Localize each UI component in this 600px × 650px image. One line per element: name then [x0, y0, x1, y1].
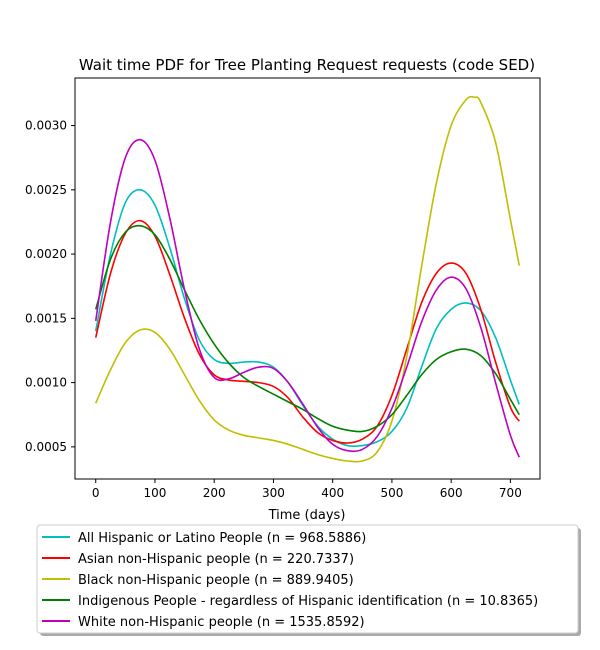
x-tick-label: 400: [321, 486, 344, 500]
y-tick-label: 0.0025: [25, 183, 67, 197]
x-axis-label: Time (days): [268, 508, 346, 523]
y-tick-label: 0.0010: [25, 376, 67, 390]
plot-frame: [74, 77, 541, 480]
x-tick-label: 600: [440, 486, 463, 500]
legend-label-4: White non-Hispanic people (n = 1535.8592…: [78, 615, 365, 630]
legend: All Hispanic or Latino People (n = 968.5…: [42, 531, 538, 630]
series-line-4: [94, 138, 521, 458]
x-tick-label: 500: [380, 486, 403, 500]
y-tick-label: 0.0005: [25, 440, 67, 454]
x-tick-label: 0: [92, 486, 100, 500]
y-tick-label: 0.0020: [25, 247, 67, 261]
legend-label-1: Asian non-Hispanic people (n = 220.7337): [78, 552, 354, 567]
x-tick-label: 700: [499, 486, 522, 500]
legend-box: [36, 524, 579, 634]
series-line-2: [94, 95, 521, 463]
x-tick-label: 200: [203, 486, 226, 500]
legend-label-0: All Hispanic or Latino People (n = 968.5…: [78, 531, 366, 546]
y-axis-ticks: 0.0005 0.0010 0.0015 0.0020 0.0025 0.0030: [25, 119, 75, 454]
legend-label-2: Black non-Hispanic people (n = 889.9405): [78, 573, 354, 588]
x-axis-ticks: 0 100 200 300 400 500 600 700: [92, 479, 522, 500]
x-tick-label: 100: [144, 486, 167, 500]
series-line-0: [94, 189, 521, 448]
x-tick-label: 300: [262, 486, 285, 500]
series-line-3: [94, 224, 520, 433]
legend-label-3: Indigenous People - regardless of Hispan…: [78, 594, 538, 609]
series-line-1: [94, 219, 520, 444]
chart-title: Wait time PDF for Tree Planting Request …: [79, 56, 535, 74]
y-tick-label: 0.0030: [25, 119, 67, 133]
y-tick-label: 0.0015: [25, 311, 67, 325]
series-lines: [94, 95, 521, 463]
